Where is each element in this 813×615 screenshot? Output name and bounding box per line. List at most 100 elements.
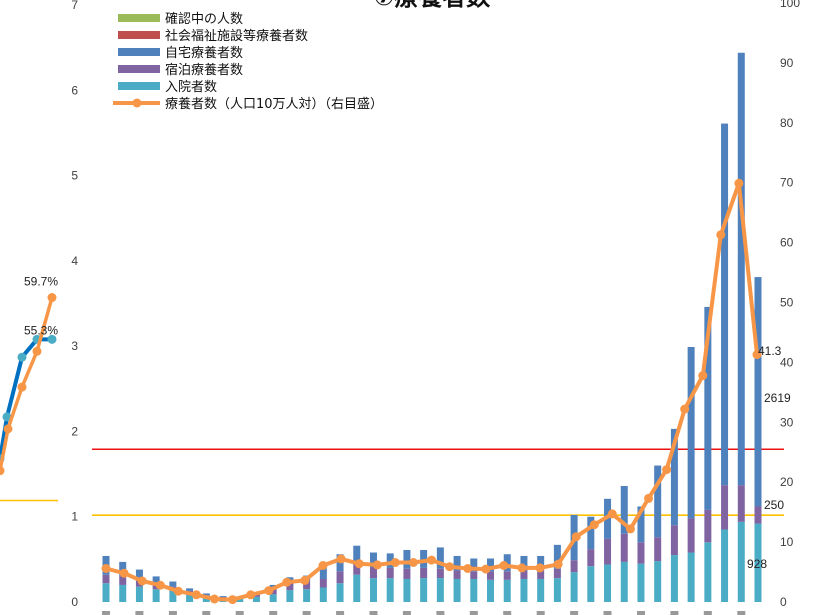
x-tick-mark [436,611,445,615]
bar-segment [754,523,762,602]
right-tick-label: 100 [780,0,800,10]
bar-segment [604,538,612,565]
right-tick-label: 60 [780,236,794,250]
bar-segment [470,558,478,572]
x-tick-mark [670,611,679,615]
rate-point [427,555,436,565]
left-tick-label: 7 [71,0,78,12]
right-tick-label: 20 [780,475,794,489]
left-panel-orange-point [17,382,27,392]
rate-point [625,524,635,534]
left-tick-label: 2 [71,424,78,438]
rate-point [282,577,292,587]
bar-segment [587,549,595,567]
bar-segment [553,544,561,569]
left-panel-orange-point [32,346,42,356]
bar-segment [687,518,695,553]
bar-segment [202,593,210,596]
right-tick-label: 30 [780,415,794,429]
bar-segment [487,579,495,602]
bar-segment [336,571,344,584]
bar-segment [102,574,110,584]
bar-segment [687,552,695,602]
rate-point [300,575,310,585]
bar-segment [570,560,578,573]
bar-segment [737,52,745,486]
bar-segment [737,485,745,522]
rate-point [499,561,509,570]
legend-swatch [118,14,160,22]
bar-segment [537,578,545,602]
bar-segment [319,587,327,602]
bar-segment [487,571,495,580]
chart-title: ⑦療養者数 [374,0,491,11]
legend-label: 自宅療養者数 [165,45,243,61]
rate-point [662,465,672,475]
right-tick-label: 40 [780,355,794,369]
x-tick-mark [603,611,612,615]
legend-label: 療養者数（人口10万人対）（右目盛） [165,96,383,112]
left-panel-orange-point [47,293,57,303]
rate-point [336,554,346,564]
left-tick-label: 3 [71,339,78,353]
left-tick-label: 1 [71,510,78,524]
bar-segment [520,578,528,602]
rate-point [698,371,708,381]
rate-point [119,568,129,578]
data-labels: 41.3 2619 250 928 [747,344,791,571]
rate-point [408,558,418,567]
bar-segment [637,542,645,564]
data-label: 2619 [764,391,791,405]
bar-segment [587,566,595,602]
rate-point [481,564,491,574]
rate-point [191,590,201,600]
bar-segment [520,555,528,571]
bar-segment [754,506,762,524]
bar-segment [152,589,160,602]
bar-segment [353,545,361,563]
bar-segment [236,598,244,602]
bar-segment [119,584,127,602]
bar-segment [520,570,528,579]
bar-segment [721,529,729,602]
bar-segment [470,571,478,579]
legend-label: 確認中の人数 [165,11,243,27]
bar-segment [570,572,578,602]
bar-segment [219,596,227,597]
rate-point [445,562,455,572]
bar-segment [135,586,143,602]
rate-line-series [101,178,762,605]
x-tick-mark [369,611,378,615]
bar-segment [353,574,361,602]
bar-segment [670,555,678,602]
left-panel-label: 59.7% [24,275,58,289]
rate-point [137,576,147,586]
bar-segment [637,563,645,602]
legend-swatch [118,65,160,73]
bar-segment [369,567,377,579]
reference-lines [92,448,784,516]
x-tick-mark [402,611,411,615]
x-tick-mark [503,611,512,615]
x-tick-mark [135,611,144,615]
right-tick-label: 70 [780,176,794,190]
bar-segment [252,596,260,602]
legend-swatch [118,82,160,90]
left-panel-orange-point [0,466,5,476]
x-tick-mark [336,611,345,615]
x-tick-mark [235,611,244,615]
bar-segment [537,570,545,579]
bar-segment [620,533,628,562]
x-tick-mark [469,611,478,615]
bar-segment [119,576,127,585]
bar-segment [754,277,762,507]
rate-point [571,532,581,542]
bar-segment [369,578,377,602]
left-tick-label: 4 [71,254,78,268]
bar-segment [403,578,411,602]
bar-segment [604,564,612,602]
bar-segment [186,594,194,602]
data-label: 928 [747,557,767,571]
legend-label: 社会福祉施設等療養者数 [165,28,308,44]
right-tick-label: 0 [780,595,787,609]
